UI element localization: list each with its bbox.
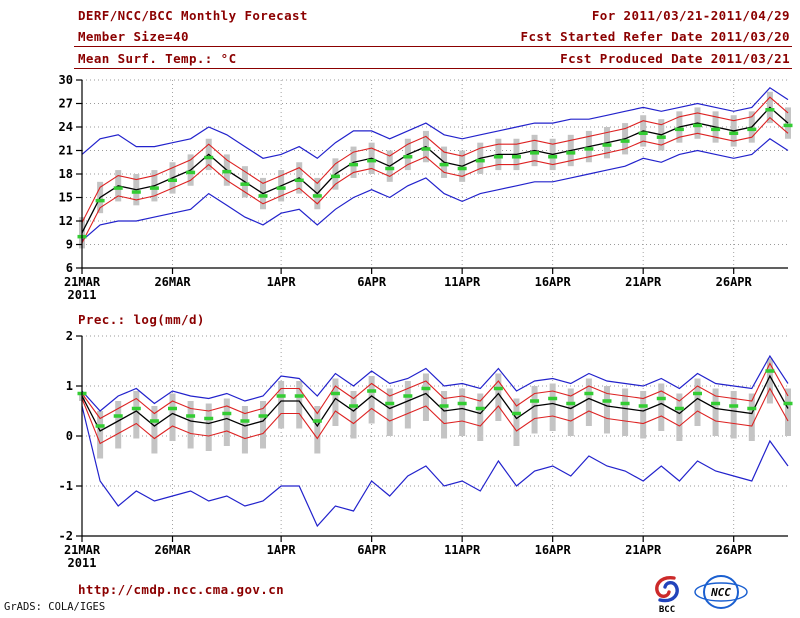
svg-text:-1: -1 xyxy=(59,479,73,493)
member-size-label: Member Size=40 xyxy=(78,29,189,44)
svg-text:26APR: 26APR xyxy=(716,543,753,557)
header-divider-1 xyxy=(74,46,792,47)
svg-text:21MAR: 21MAR xyxy=(64,543,101,557)
svg-text:6APR: 6APR xyxy=(357,543,387,557)
svg-text:11APR: 11APR xyxy=(444,543,481,557)
svg-text:21APR: 21APR xyxy=(625,543,662,557)
svg-text:30: 30 xyxy=(59,73,73,87)
bcc-logo-text: BCC xyxy=(659,605,675,614)
svg-text:11APR: 11APR xyxy=(444,275,481,289)
svg-text:16APR: 16APR xyxy=(535,543,572,557)
svg-text:26MAR: 26MAR xyxy=(154,543,191,557)
page-title: DERF/NCC/BCC Monthly Forecast xyxy=(78,8,308,23)
ncc-logo: NCC xyxy=(694,575,748,609)
svg-text:1: 1 xyxy=(66,379,73,393)
svg-text:21: 21 xyxy=(59,144,73,158)
svg-text:0: 0 xyxy=(66,429,73,443)
svg-text:26MAR: 26MAR xyxy=(154,275,191,289)
svg-text:21MAR: 21MAR xyxy=(64,275,101,289)
header-divider-2 xyxy=(74,68,792,69)
svg-text:24: 24 xyxy=(59,120,73,134)
svg-text:1APR: 1APR xyxy=(267,275,297,289)
prec-chart-title: Prec.: log(mm/d) xyxy=(78,312,205,327)
temp-chart-title: Mean Surf. Temp.: °C xyxy=(78,51,237,66)
svg-text:12: 12 xyxy=(59,214,73,228)
ncc-logo-text: NCC xyxy=(710,586,731,599)
svg-text:18: 18 xyxy=(59,167,73,181)
svg-text:2011: 2011 xyxy=(68,288,97,302)
svg-text:-2: -2 xyxy=(59,529,73,543)
svg-text:26APR: 26APR xyxy=(716,275,753,289)
source-url: http://cmdp.ncc.cma.gov.cn xyxy=(78,582,285,597)
svg-text:27: 27 xyxy=(59,97,73,111)
svg-text:1APR: 1APR xyxy=(267,543,297,557)
grads-credit: GrADS: COLA/IGES xyxy=(4,601,106,613)
forecast-period-label: For 2011/03/21-2011/04/29 xyxy=(591,8,790,23)
svg-text:2011: 2011 xyxy=(68,556,97,570)
svg-text:9: 9 xyxy=(66,238,73,252)
svg-text:21APR: 21APR xyxy=(625,275,662,289)
svg-text:16APR: 16APR xyxy=(535,275,572,289)
svg-text:6: 6 xyxy=(66,261,73,275)
svg-text:15: 15 xyxy=(59,191,73,205)
svg-text:2: 2 xyxy=(66,329,73,343)
produced-date-label: Fcst Produced Date 2011/03/21 xyxy=(560,51,790,66)
bcc-logo: BCC xyxy=(655,576,679,614)
refer-date-label: Fcst Started Refer Date 2011/03/20 xyxy=(520,29,790,44)
svg-text:6APR: 6APR xyxy=(357,275,387,289)
